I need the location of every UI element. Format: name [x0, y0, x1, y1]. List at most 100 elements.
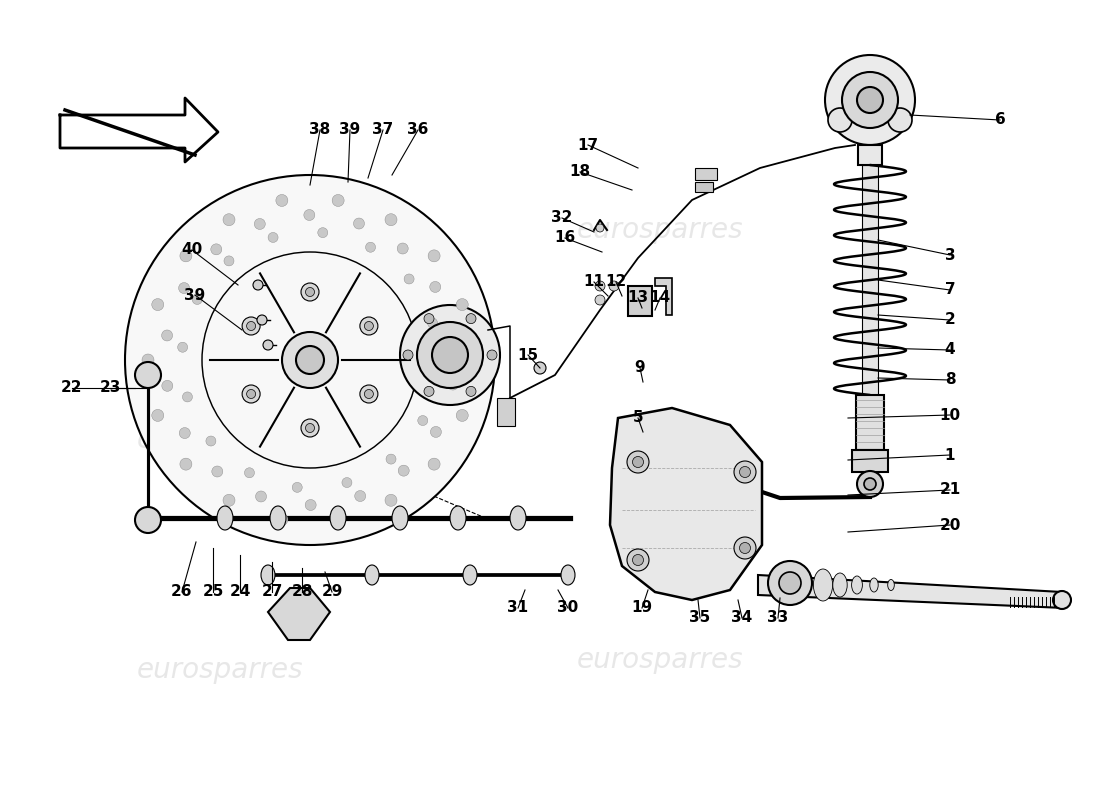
Circle shape [342, 478, 352, 487]
Text: 37: 37 [373, 122, 394, 138]
Ellipse shape [463, 565, 477, 585]
Text: 7: 7 [945, 282, 955, 298]
Circle shape [255, 491, 266, 502]
Circle shape [428, 250, 440, 262]
Circle shape [354, 490, 365, 502]
Circle shape [360, 385, 378, 403]
Circle shape [332, 194, 344, 206]
Circle shape [177, 342, 188, 352]
Text: 28: 28 [292, 585, 312, 599]
Circle shape [404, 274, 414, 284]
Circle shape [212, 466, 223, 477]
Circle shape [206, 436, 216, 446]
Text: 25: 25 [202, 585, 223, 599]
Text: 30: 30 [558, 601, 579, 615]
Circle shape [864, 478, 876, 490]
Circle shape [246, 390, 255, 398]
Circle shape [632, 457, 644, 467]
Circle shape [424, 386, 434, 396]
Text: eurosparres: eurosparres [136, 426, 304, 454]
Circle shape [448, 379, 459, 390]
Text: 26: 26 [172, 585, 192, 599]
Bar [862, 165, 878, 395]
Polygon shape [268, 588, 330, 640]
Bar [858, 145, 882, 165]
Circle shape [293, 482, 303, 492]
Circle shape [595, 295, 605, 305]
Circle shape [125, 175, 495, 545]
Text: 8: 8 [945, 373, 955, 387]
Text: 39: 39 [185, 287, 206, 302]
Text: 34: 34 [732, 610, 752, 626]
Text: 1: 1 [945, 447, 955, 462]
Circle shape [432, 368, 442, 378]
Circle shape [305, 499, 316, 510]
Text: 3: 3 [945, 247, 955, 262]
Circle shape [318, 228, 328, 238]
Bar [497, 398, 515, 426]
Bar [856, 395, 884, 450]
Circle shape [301, 283, 319, 301]
Circle shape [857, 471, 883, 497]
Circle shape [400, 305, 500, 405]
Ellipse shape [261, 565, 275, 585]
Circle shape [734, 461, 756, 483]
Circle shape [397, 243, 408, 254]
Text: eurosparres: eurosparres [136, 656, 304, 684]
Circle shape [398, 465, 409, 476]
Circle shape [627, 451, 649, 473]
Text: 32: 32 [551, 210, 573, 226]
Circle shape [211, 244, 222, 255]
Circle shape [257, 315, 267, 325]
Circle shape [456, 298, 469, 310]
Circle shape [632, 554, 644, 566]
Circle shape [595, 281, 605, 291]
Circle shape [428, 458, 440, 470]
Circle shape [596, 224, 604, 232]
Text: 14: 14 [649, 290, 671, 306]
Text: 35: 35 [690, 610, 711, 626]
Text: eurosparres: eurosparres [576, 646, 744, 674]
Circle shape [135, 362, 161, 388]
Circle shape [223, 214, 235, 226]
Circle shape [253, 280, 263, 290]
Circle shape [301, 419, 319, 437]
Text: 38: 38 [309, 122, 331, 138]
Circle shape [276, 194, 288, 206]
Ellipse shape [813, 569, 833, 601]
Ellipse shape [365, 565, 380, 585]
Bar [695, 168, 717, 180]
Circle shape [332, 514, 344, 526]
Circle shape [739, 542, 750, 554]
Circle shape [364, 322, 373, 330]
Circle shape [386, 454, 396, 464]
Ellipse shape [888, 579, 894, 590]
Text: 16: 16 [554, 230, 575, 246]
Circle shape [223, 494, 235, 506]
Circle shape [364, 390, 373, 398]
Text: 39: 39 [340, 122, 361, 138]
Text: 17: 17 [578, 138, 598, 153]
Circle shape [365, 242, 375, 252]
Bar [628, 286, 652, 316]
Circle shape [152, 410, 164, 422]
Circle shape [180, 250, 191, 262]
Circle shape [142, 354, 154, 366]
Circle shape [224, 256, 234, 266]
Ellipse shape [330, 506, 346, 530]
Circle shape [263, 340, 273, 350]
Text: 36: 36 [407, 122, 429, 138]
Circle shape [430, 426, 441, 438]
Circle shape [534, 362, 546, 374]
Circle shape [385, 214, 397, 226]
Text: 10: 10 [939, 407, 960, 422]
Text: 21: 21 [939, 482, 960, 498]
Circle shape [487, 350, 497, 360]
Text: 9: 9 [635, 361, 646, 375]
Text: 31: 31 [507, 601, 529, 615]
Circle shape [268, 233, 278, 242]
Text: 4: 4 [945, 342, 955, 358]
Circle shape [417, 322, 483, 388]
Text: eurosparres: eurosparres [576, 216, 744, 244]
Circle shape [178, 282, 189, 294]
